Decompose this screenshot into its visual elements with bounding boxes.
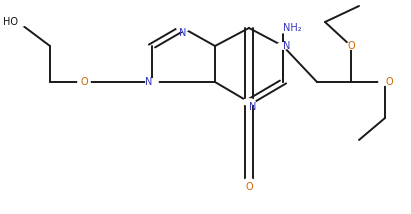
Circle shape: [345, 43, 357, 49]
Circle shape: [78, 79, 90, 85]
Circle shape: [177, 25, 189, 31]
Circle shape: [9, 17, 27, 27]
Circle shape: [274, 23, 292, 33]
Text: O: O: [245, 182, 253, 192]
Text: NH₂: NH₂: [283, 23, 302, 33]
Circle shape: [277, 43, 289, 49]
Text: O: O: [385, 77, 393, 87]
Text: N: N: [249, 102, 256, 112]
Circle shape: [379, 79, 391, 85]
Text: O: O: [80, 77, 88, 87]
Text: HO: HO: [3, 17, 18, 27]
Circle shape: [243, 179, 255, 185]
Text: N: N: [179, 28, 187, 38]
Text: N: N: [145, 77, 152, 87]
Circle shape: [243, 99, 255, 105]
Text: O: O: [347, 41, 355, 51]
Text: N: N: [283, 41, 291, 51]
Circle shape: [146, 79, 158, 85]
